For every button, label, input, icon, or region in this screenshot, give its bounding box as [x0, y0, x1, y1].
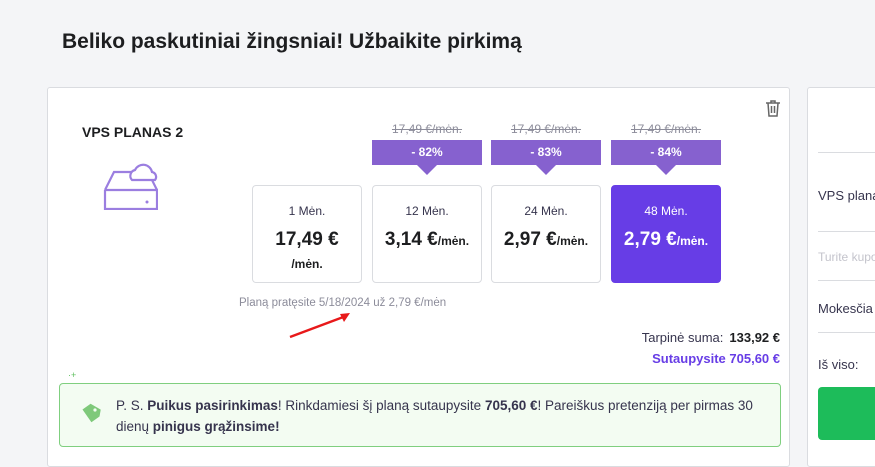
- divider: [818, 332, 875, 333]
- price-unit: /mėn.: [676, 234, 709, 248]
- checkout-button[interactable]: [818, 387, 875, 440]
- divider: [818, 152, 875, 153]
- old-price: 17,49 €/mėn.: [391, 122, 463, 136]
- note-text: ! Pareiškus pretenziją per pirmas 30 die…: [116, 398, 753, 434]
- coupon-link[interactable]: Turite kupo: [818, 250, 875, 264]
- price-unit: /mėn.: [437, 234, 470, 248]
- period-label: 24 Mėn.: [524, 204, 568, 218]
- page-title: Beliko paskutiniai žingsniai! Užbaikite …: [62, 30, 522, 53]
- period-label: 48 Mėn.: [644, 204, 688, 218]
- price: 17,49 €: [275, 229, 339, 250]
- discount-badge: - 82%: [372, 140, 482, 175]
- period-label: 12 Mėn.: [405, 204, 449, 218]
- old-price: 17,49 €/mėn.: [630, 122, 702, 136]
- red-arrow-annotation: [289, 313, 350, 339]
- divider: [818, 231, 875, 232]
- cart-item-card: VPS PLANAS 2 1 Mėn. 17,49 €/mėn. 17,49 €/…: [47, 87, 790, 467]
- price: 2,79 €: [623, 229, 677, 250]
- note-text: ! Rinkdamiesi šį planą sutaupysite: [277, 398, 485, 413]
- plan-name: VPS PLANAS 2: [82, 124, 184, 140]
- note-bold: Puikus pasirinkimas: [147, 398, 278, 413]
- price: 2,97 €: [503, 229, 557, 250]
- savings-text: Sutaupysite 705,60 €: [652, 351, 780, 366]
- period-label: 1 Mėn.: [288, 204, 326, 218]
- subtotal-label: Tarpinė suma:: [641, 330, 724, 345]
- summary-taxes: Mokesčia: [818, 301, 873, 316]
- trash-icon[interactable]: [765, 99, 781, 117]
- renewal-note: Planą pratęsite 5/18/2024 už 2,79 €/mėn: [239, 297, 447, 309]
- summary-plan: VPS plana: [818, 188, 875, 203]
- order-summary-card: VPS plana Turite kupo Mokesčia Iš viso:: [807, 87, 875, 467]
- note-text: P. S.: [116, 398, 148, 413]
- summary-total-label: Iš viso:: [818, 357, 859, 372]
- note-bold: 705,60 €: [484, 398, 538, 413]
- price-unit: /mėn.: [556, 234, 589, 248]
- cloud-server-icon: [103, 163, 158, 210]
- divider: [818, 280, 875, 281]
- price-tag-icon: [82, 403, 101, 423]
- price-unit: /mėn.: [291, 257, 323, 271]
- subtotal-value: 133,92 €: [729, 330, 780, 345]
- money-back-note: P. S. Puikus pasirinkimas! Rinkdamiesi š…: [59, 383, 781, 447]
- discount-badge: - 83%: [491, 140, 601, 175]
- discount-badge: - 84%: [611, 140, 721, 175]
- note-bold: pinigus grąžinsime!: [152, 419, 280, 434]
- old-price: 17,49 €/mėn.: [510, 122, 582, 136]
- subtotal-row: Tarpinė suma: 133,92 €: [642, 330, 780, 345]
- price: 3,14 €: [384, 229, 438, 250]
